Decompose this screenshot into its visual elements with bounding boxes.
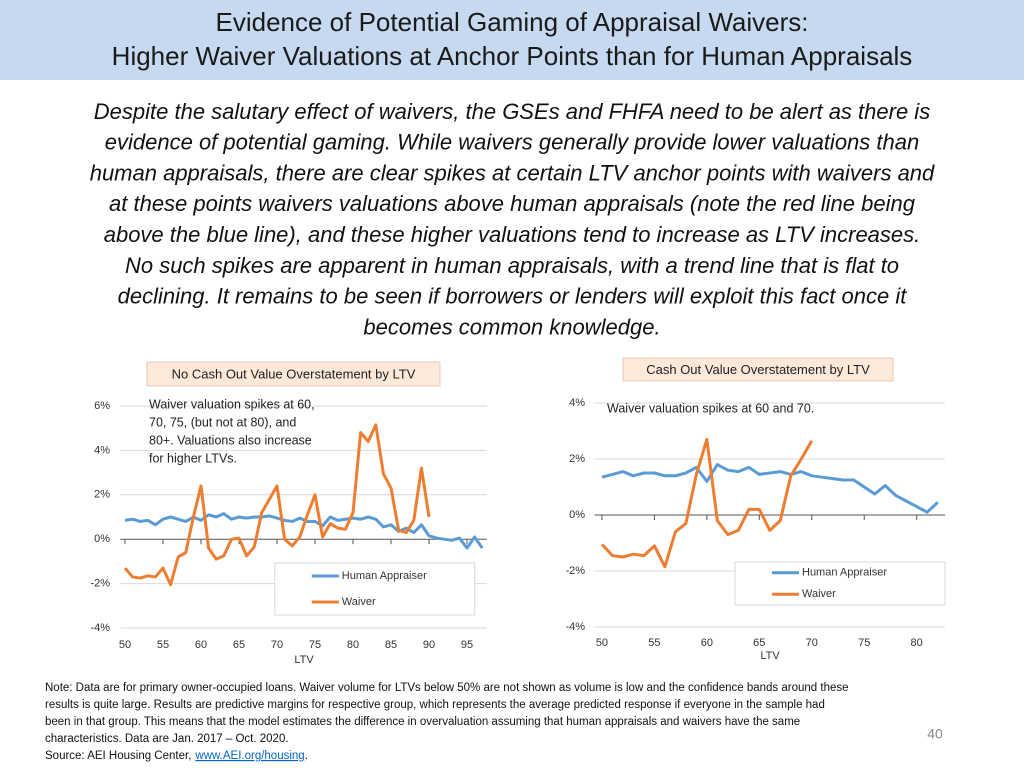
body-line: above the blue line), and these higher v… bbox=[104, 222, 921, 247]
series-line bbox=[124, 512, 484, 550]
body-line: declining. It remains to be seen if borr… bbox=[118, 284, 908, 309]
y-tick-label: 2% bbox=[569, 453, 585, 465]
annotation: 80+. Valuations also increase bbox=[149, 433, 312, 447]
note-line: been in that group. This means that the … bbox=[45, 716, 800, 728]
y-tick-label: -4% bbox=[90, 622, 110, 634]
annotation: 70, 75, (but not at 80), and bbox=[149, 415, 296, 429]
note-line: Note: Data are for primary owner-occupie… bbox=[45, 682, 849, 694]
y-tick-label: 2% bbox=[94, 489, 110, 501]
x-tick-label: 50 bbox=[596, 637, 608, 649]
y-tick-label: 0% bbox=[569, 509, 585, 521]
x-axis-label: LTV bbox=[760, 650, 780, 662]
header-title: Evidence of Potential Gaming of Appraisa… bbox=[216, 7, 809, 37]
series-line bbox=[123, 423, 431, 587]
body-line: human appraisals, there are clear spikes… bbox=[90, 160, 935, 185]
x-tick-label: 85 bbox=[385, 639, 397, 651]
y-tick-label: -4% bbox=[565, 621, 585, 633]
legend-label: Human Appraiser bbox=[802, 567, 887, 579]
y-tick-label: -2% bbox=[90, 578, 110, 590]
x-tick-label: 50 bbox=[119, 639, 131, 651]
x-tick-label: 60 bbox=[195, 639, 207, 651]
chart-title: No Cash Out Value Overstatement by LTV bbox=[172, 366, 416, 381]
x-tick-label: 80 bbox=[347, 639, 359, 651]
series-line bbox=[601, 463, 939, 514]
header-title: Higher Waiver Valuations at Anchor Point… bbox=[112, 41, 913, 71]
x-tick-label: 80 bbox=[911, 637, 923, 649]
chart-title: Cash Out Value Overstatement by LTV bbox=[646, 362, 870, 377]
source-end: . bbox=[305, 750, 308, 762]
annotation: Waiver valuation spikes at 60 and 70. bbox=[607, 401, 814, 415]
x-tick-label: 70 bbox=[271, 639, 283, 651]
annotation: Waiver valuation spikes at 60, bbox=[149, 397, 315, 411]
x-tick-label: 55 bbox=[157, 639, 169, 651]
x-tick-label: 65 bbox=[233, 639, 245, 651]
page-number: 40 bbox=[927, 726, 943, 742]
y-tick-label: 0% bbox=[94, 533, 110, 545]
x-tick-label: 70 bbox=[806, 637, 818, 649]
body-line: becomes common knowledge. bbox=[363, 314, 660, 339]
annotation: for higher LTVs. bbox=[149, 451, 237, 465]
legend-label: Waiver bbox=[342, 596, 376, 608]
legend-label: Human Appraiser bbox=[342, 570, 427, 582]
x-axis-label: LTV bbox=[294, 654, 314, 666]
source-text: Source: AEI Housing Center, bbox=[45, 750, 191, 762]
body-line: evidence of potential gaming. While waiv… bbox=[105, 130, 919, 155]
chart-title-box bbox=[146, 361, 441, 387]
x-tick-label: 60 bbox=[701, 637, 713, 649]
source-link[interactable]: www.AEI.org/housing bbox=[194, 750, 304, 762]
header-band bbox=[0, 0, 1024, 80]
source: Source: AEI Housing Center, www.AEI.org/h… bbox=[45, 750, 308, 762]
body-line: No such spikes are apparent in human app… bbox=[125, 253, 899, 278]
x-tick-label: 95 bbox=[461, 639, 473, 651]
y-tick-label: 4% bbox=[94, 444, 110, 456]
x-tick-label: 90 bbox=[423, 639, 435, 651]
x-tick-label: 55 bbox=[648, 637, 660, 649]
legend-box bbox=[734, 561, 946, 606]
note-line: characteristics. Data are Jan. 2017 – Oc… bbox=[45, 733, 289, 745]
y-tick-label: 4% bbox=[569, 397, 585, 409]
body-line: Despite the salutary effect of waivers, … bbox=[94, 99, 930, 124]
x-tick-label: 65 bbox=[753, 637, 765, 649]
y-tick-label: 6% bbox=[94, 400, 110, 412]
chart-title-box bbox=[622, 357, 894, 382]
note-line: results is quite large. Results are pred… bbox=[45, 699, 825, 711]
series-line bbox=[600, 437, 814, 569]
legend-label: Waiver bbox=[802, 588, 836, 600]
x-tick-label: 75 bbox=[309, 639, 321, 651]
y-tick-label: -2% bbox=[565, 565, 585, 577]
body-line: at these points waivers valuations above… bbox=[109, 191, 916, 216]
legend-box bbox=[274, 562, 476, 616]
x-tick-label: 75 bbox=[858, 637, 870, 649]
